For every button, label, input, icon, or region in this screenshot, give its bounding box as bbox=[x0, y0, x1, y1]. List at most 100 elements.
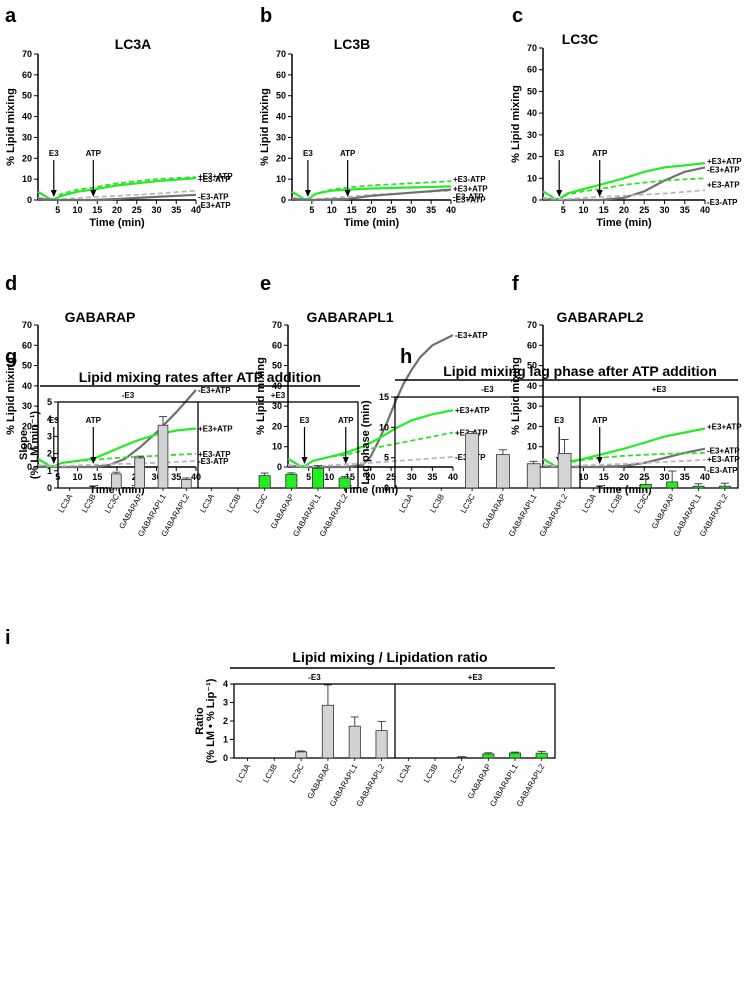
y-tick-label: 40 bbox=[22, 381, 32, 391]
x-tick-label: 30 bbox=[659, 472, 669, 482]
category-label: GABARAP bbox=[481, 493, 508, 531]
annotation-E3: E3 bbox=[303, 149, 313, 158]
series-+E3-ATP bbox=[542, 451, 706, 468]
series--E3+ATP bbox=[37, 389, 197, 469]
y-tick-label: 60 bbox=[527, 65, 537, 75]
x-tick-label: 10 bbox=[324, 472, 334, 482]
x-tick-label: 30 bbox=[407, 472, 417, 482]
chart-title: Lipid mixing / Lipidation ratio bbox=[292, 649, 487, 665]
bar-+E3-GABARAP bbox=[666, 481, 679, 489]
y-tick-label: 20 bbox=[527, 421, 537, 431]
series-end-label: -E3-ATP bbox=[198, 457, 229, 466]
y-tick-label: 4 bbox=[223, 679, 228, 689]
y-axis-label-line: Lag phase (min) bbox=[360, 400, 372, 485]
y-tick-label: 50 bbox=[276, 91, 286, 101]
y-tick-label: 3 bbox=[223, 698, 228, 708]
bar-+E3-GABARAPL1 bbox=[508, 752, 521, 759]
y-tick-label: 1 bbox=[47, 466, 52, 476]
series--E3-ATP bbox=[542, 189, 706, 201]
category-label: LC3B bbox=[261, 763, 279, 785]
category-label: LC3C bbox=[288, 762, 306, 784]
x-tick-label: 30 bbox=[151, 472, 161, 482]
x-tick-label: 40 bbox=[700, 205, 710, 215]
chart-title: GABARAPL1 bbox=[306, 309, 393, 325]
y-tick-label: 3 bbox=[47, 431, 52, 441]
y-tick-label: 0 bbox=[223, 753, 228, 763]
y-axis-label: % Lipid mixing bbox=[259, 88, 271, 166]
y-tick-label: 10 bbox=[527, 173, 537, 183]
category-label: LC3B bbox=[422, 763, 440, 785]
y-tick-label: 60 bbox=[527, 340, 537, 350]
x-tick-label: 20 bbox=[619, 205, 629, 215]
y-tick-label: 20 bbox=[22, 421, 32, 431]
annotation-ATP: ATP bbox=[340, 149, 356, 158]
bar--E3-LC3C bbox=[465, 432, 479, 489]
chart-title: Lipid mixing lag phase after ATP additio… bbox=[443, 363, 717, 379]
panel-h: h Lipid mixing lag phase after ATP additi… bbox=[360, 346, 739, 538]
y-tick-label: 70 bbox=[527, 43, 537, 53]
y-tick-label: 0 bbox=[281, 195, 286, 205]
series-end-label: +E3-ATP bbox=[453, 175, 486, 184]
bar--E3-LC3C bbox=[295, 751, 308, 759]
x-axis-label: Time (min) bbox=[596, 484, 652, 496]
category-label: GABARAPL1 bbox=[507, 492, 539, 538]
chart-title: Lipid mixing rates after ATP addition bbox=[79, 369, 321, 385]
category-label: LC3A bbox=[57, 492, 75, 514]
y-tick-label: 1 bbox=[223, 735, 228, 745]
y-tick-label: 20 bbox=[22, 153, 32, 163]
group-label: +E3 bbox=[271, 391, 286, 400]
series-+E3-ATP bbox=[542, 177, 706, 201]
arrow-head bbox=[596, 190, 603, 197]
panel-d: dGABARAP010203040506070510152025303540Ti… bbox=[5, 273, 233, 496]
x-tick-label: 15 bbox=[345, 472, 355, 482]
x-tick-label: 30 bbox=[406, 205, 416, 215]
category-label: GABARAPL2 bbox=[355, 762, 387, 808]
category-label: LC3C bbox=[251, 492, 269, 514]
series-+E3-ATP bbox=[287, 431, 454, 468]
y-tick-label: 20 bbox=[276, 153, 286, 163]
y-tick-label: 60 bbox=[276, 70, 286, 80]
bar-+E3-GABARAPL2 bbox=[718, 485, 731, 489]
series-end-label: +E3-ATP bbox=[707, 455, 740, 464]
panel-letter: e bbox=[260, 273, 271, 295]
y-tick-label: 5 bbox=[47, 397, 52, 407]
y-tick-label: 40 bbox=[276, 112, 286, 122]
x-tick-label: 30 bbox=[151, 205, 161, 215]
y-axis-label: Lag phase (min) bbox=[360, 400, 372, 485]
arrow-head bbox=[304, 190, 311, 197]
x-tick-label: 20 bbox=[365, 472, 375, 482]
x-tick-label: 5 bbox=[55, 205, 60, 215]
y-tick-label: 50 bbox=[527, 361, 537, 371]
y-tick-label: 10 bbox=[22, 174, 32, 184]
annotation-ATP: ATP bbox=[592, 149, 608, 158]
y-tick-label: 0 bbox=[532, 195, 537, 205]
x-tick-label: 40 bbox=[446, 205, 456, 215]
x-tick-label: 15 bbox=[599, 205, 609, 215]
category-label: GABARAP bbox=[306, 763, 333, 801]
group-label: +E3 bbox=[652, 385, 667, 394]
y-tick-label: 10 bbox=[22, 442, 32, 452]
y-tick-label: 70 bbox=[22, 49, 32, 59]
y-axis-label: % Lipid mixing bbox=[255, 357, 267, 435]
series--E3+ATP bbox=[291, 188, 452, 202]
annotation-E3: E3 bbox=[300, 416, 310, 425]
bar--E3-GABARAP bbox=[496, 454, 510, 489]
y-tick-label: 0 bbox=[27, 195, 32, 205]
series-+E3-ATP bbox=[37, 176, 197, 201]
y-tick-label: 0 bbox=[47, 483, 52, 493]
x-tick-label: 15 bbox=[347, 205, 357, 215]
series--E3-ATP bbox=[37, 460, 197, 468]
y-tick-label: 10 bbox=[272, 442, 282, 452]
annotation-E3: E3 bbox=[49, 416, 59, 425]
y-tick-label: 50 bbox=[272, 361, 282, 371]
y-axis-label: % Lipid mixing bbox=[5, 88, 17, 166]
x-tick-label: 15 bbox=[92, 472, 102, 482]
category-label: GABARAPL2 bbox=[318, 492, 350, 538]
panel-letter: d bbox=[5, 273, 17, 295]
panel-letter: i bbox=[5, 627, 11, 649]
chart-title: GABARAPL2 bbox=[556, 309, 643, 325]
y-axis-label: Slope(% LM min⁻¹) bbox=[18, 411, 41, 479]
x-tick-label: 30 bbox=[659, 205, 669, 215]
y-tick-label: 70 bbox=[527, 320, 537, 330]
